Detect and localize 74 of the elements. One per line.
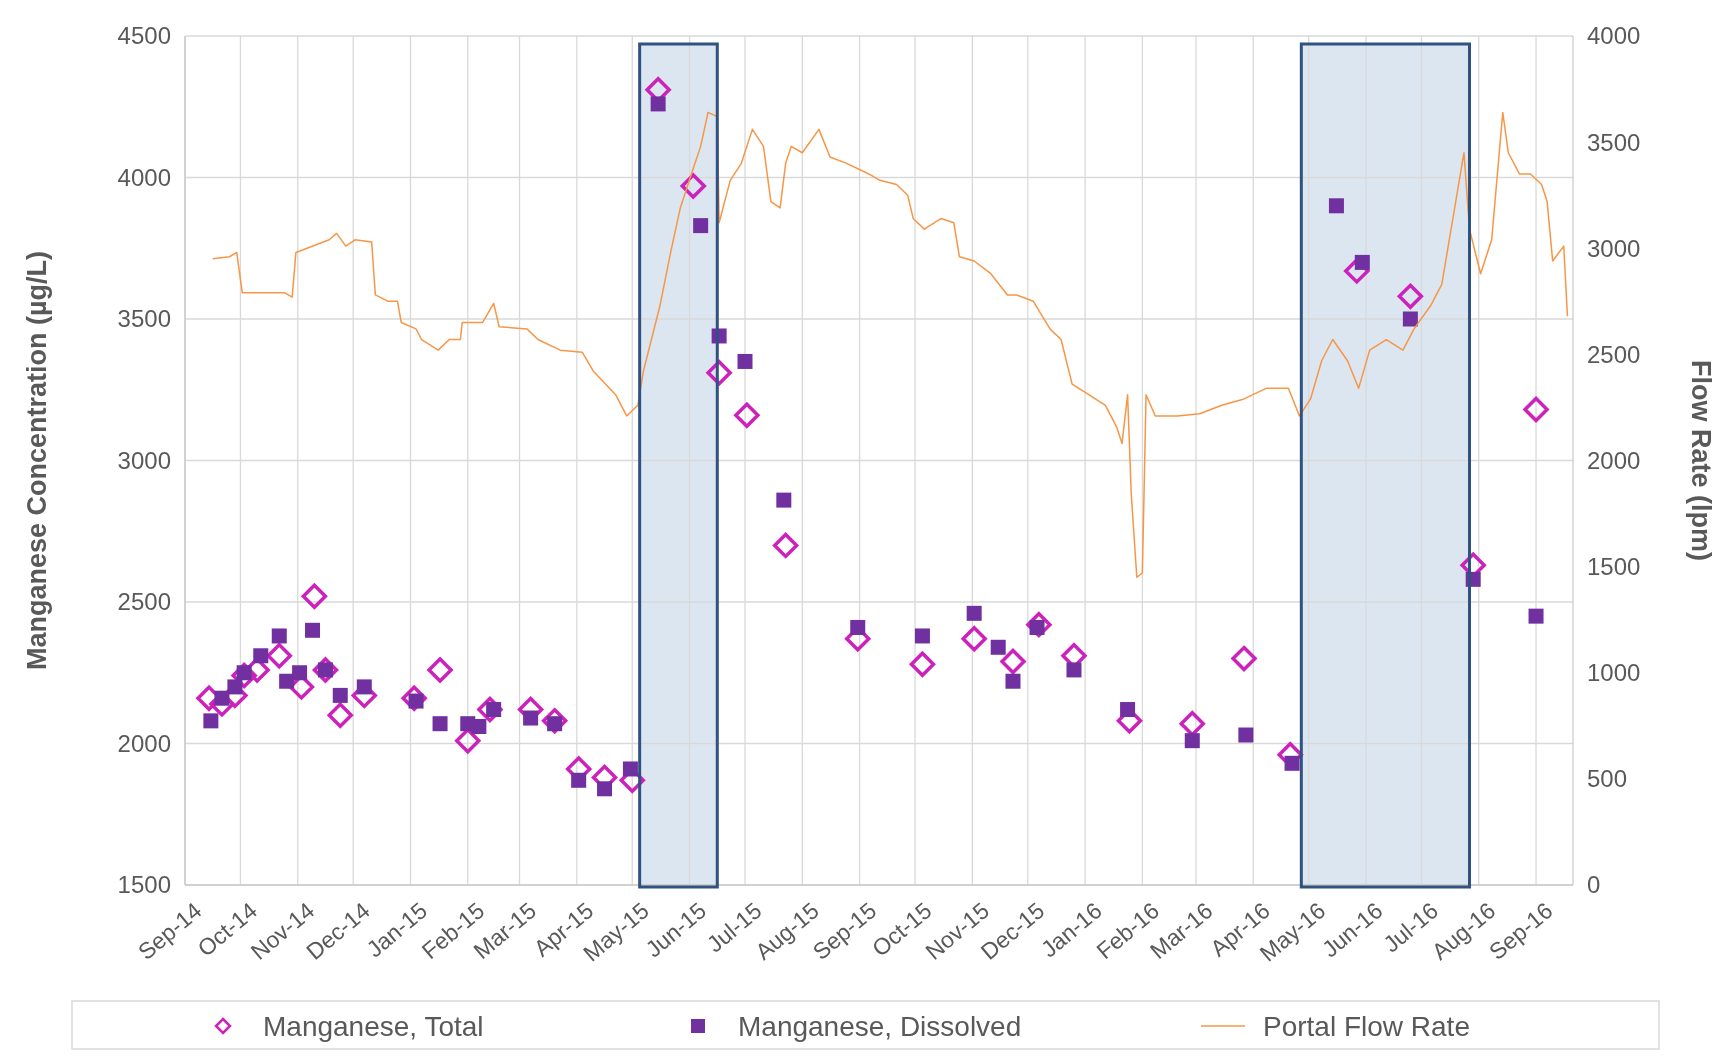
point [305, 622, 321, 638]
point [541, 708, 568, 734]
y-tick-label: 3000 [117, 446, 171, 474]
point [1397, 283, 1424, 310]
point [266, 643, 293, 669]
y2-tick-label: 1000 [1587, 659, 1641, 687]
point [650, 96, 666, 112]
point [271, 628, 287, 644]
y-axis-title: Manganese Concentration (µg/L) [22, 250, 52, 671]
legend-label: Manganese, Total [263, 1010, 484, 1042]
y2-tick-label: 2500 [1587, 340, 1641, 368]
point [734, 402, 760, 428]
point [279, 673, 295, 689]
y2-tick-label: 3500 [1587, 128, 1641, 156]
point [693, 218, 709, 234]
point [203, 713, 219, 729]
point [1184, 733, 1200, 749]
point [990, 639, 1006, 655]
y-tick-label: 3500 [117, 305, 171, 333]
y2-tick-label: 500 [1587, 765, 1628, 793]
point [966, 605, 982, 621]
point [772, 532, 799, 559]
point [356, 679, 372, 695]
point [1238, 727, 1254, 743]
point [523, 710, 539, 726]
point [327, 702, 353, 728]
point [1354, 254, 1370, 270]
point [301, 583, 328, 610]
y2-tick-label: 0 [1587, 871, 1601, 899]
point [1344, 258, 1370, 284]
point [737, 353, 753, 369]
point [1231, 645, 1257, 672]
point [909, 651, 936, 678]
y-tick-label: 2000 [117, 729, 171, 757]
point [1528, 608, 1544, 624]
point [477, 696, 503, 723]
point [1026, 611, 1052, 638]
y2-tick-label: 4000 [1587, 22, 1641, 50]
point [1005, 673, 1021, 689]
y2-tick-label: 1500 [1587, 553, 1641, 581]
point [1066, 662, 1082, 678]
point [597, 781, 613, 797]
point [680, 173, 707, 199]
legend-label: Manganese, Dissolved [738, 1010, 1022, 1042]
point [1402, 311, 1418, 327]
point [1523, 396, 1549, 423]
point [571, 772, 587, 788]
point [776, 492, 792, 508]
y-tick-label: 1500 [117, 871, 171, 899]
y-tick-label: 2500 [117, 588, 171, 616]
point [1120, 702, 1136, 718]
y2-axis-title: Flow Rate (lpm) [1686, 360, 1716, 561]
point [292, 665, 308, 681]
legend-label: Portal Flow Rate [1263, 1010, 1470, 1042]
point [1284, 755, 1300, 771]
point [914, 628, 930, 644]
point [1328, 198, 1344, 214]
y2-tick-label: 2000 [1587, 446, 1641, 474]
y2-tick-label: 3000 [1587, 234, 1641, 262]
point [961, 626, 987, 652]
line-series [211, 111, 1569, 578]
point [622, 761, 638, 777]
point [432, 716, 448, 732]
y-tick-label: 4500 [117, 22, 171, 50]
point [253, 648, 269, 664]
point [850, 619, 866, 635]
point [227, 679, 243, 695]
point [471, 719, 487, 735]
point [332, 687, 348, 703]
point [312, 657, 339, 683]
point [401, 685, 427, 711]
point [1000, 648, 1026, 675]
y-tick-label: 4000 [117, 163, 171, 191]
point [427, 657, 453, 683]
